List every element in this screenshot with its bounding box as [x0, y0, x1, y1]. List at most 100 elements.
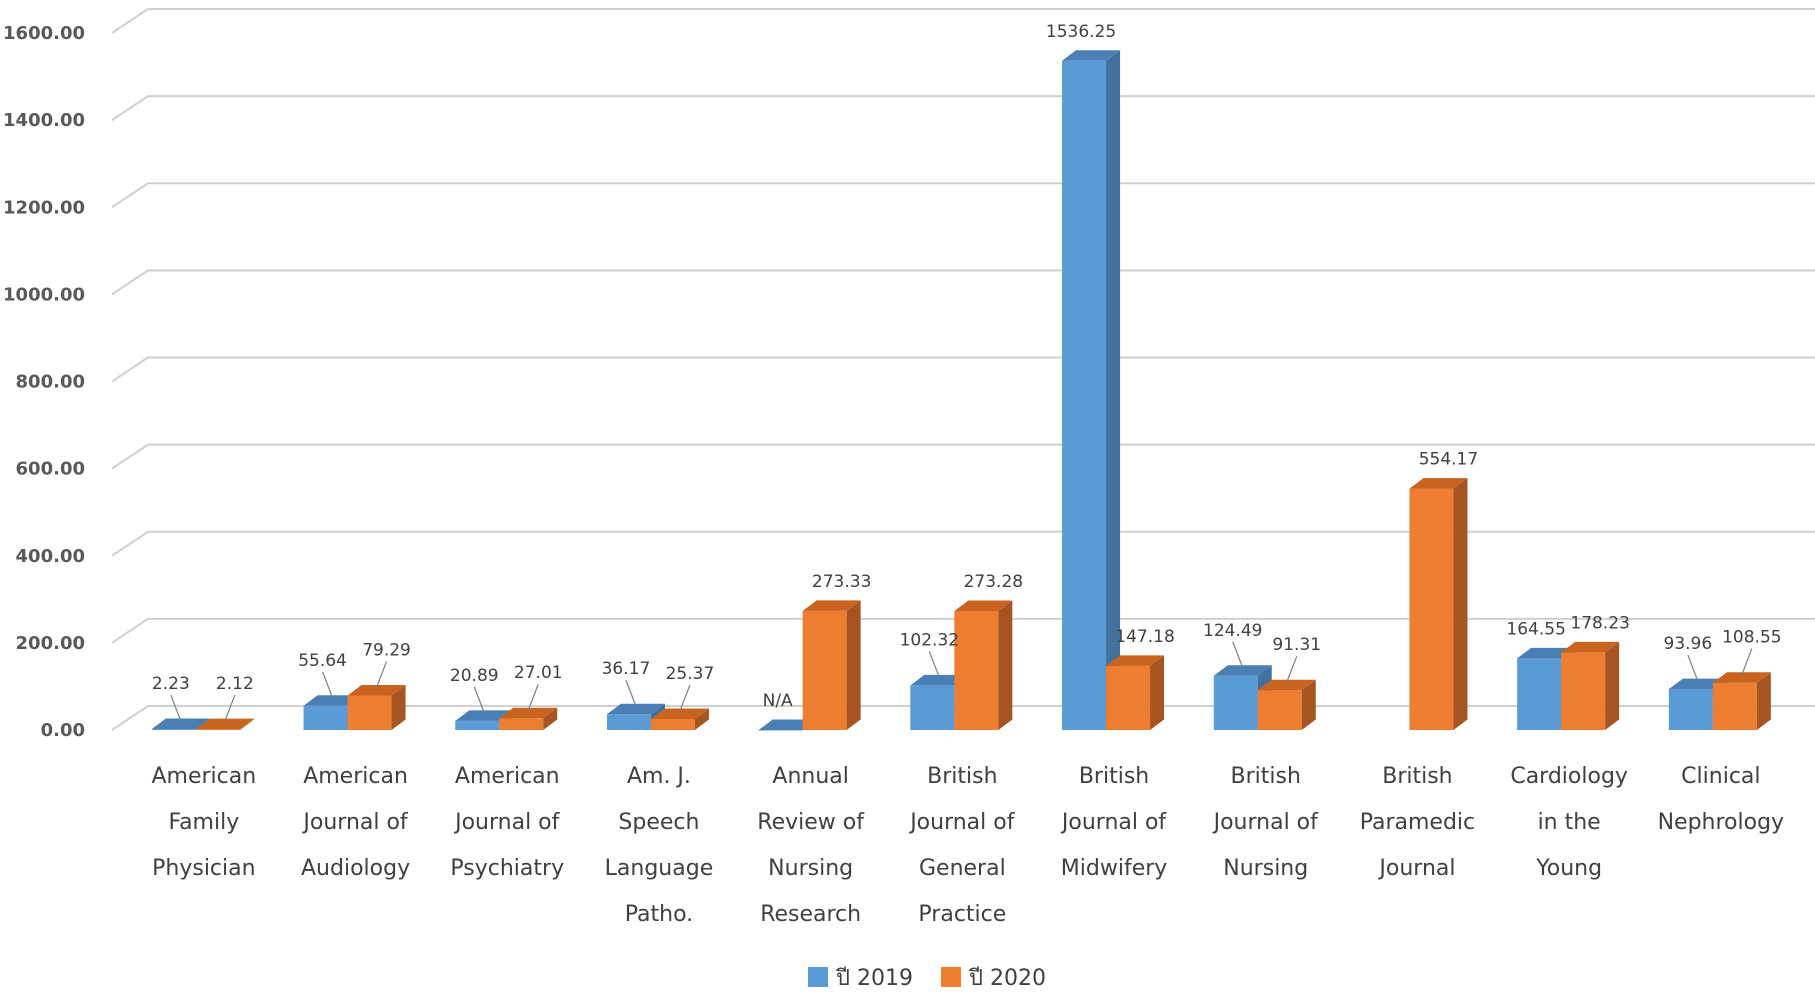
data-label: 164.55	[1506, 619, 1565, 639]
bar-side	[543, 707, 558, 730]
bar-2020	[954, 610, 999, 730]
leader-line	[321, 671, 334, 698]
bar-2020	[1712, 682, 1757, 730]
category-label: British Journal of Midwifery	[1060, 764, 1168, 881]
bar-top	[910, 674, 969, 686]
legend-swatch	[808, 967, 828, 987]
y-tick-label: 0.00	[41, 720, 85, 741]
bar-top	[1712, 672, 1771, 683]
bar-2020	[650, 718, 695, 730]
category-label: Annual Review of Nursing Research	[757, 764, 865, 927]
bar-2019	[1213, 675, 1258, 730]
bar-top	[1062, 50, 1121, 61]
bar-2020	[195, 729, 240, 730]
leader-line	[1687, 654, 1699, 682]
y-tick-label: 800.00	[16, 372, 85, 393]
y-tick-label: 1200.00	[3, 197, 85, 218]
bar-2020	[1106, 665, 1151, 730]
data-label: 79.29	[362, 640, 411, 660]
category-label: Clinical Nephrology	[1658, 764, 1784, 835]
bar-side	[1150, 655, 1165, 730]
bar-top	[151, 718, 210, 730]
bar-2020	[499, 718, 544, 730]
legend: ปี 2019 ปี 2020	[808, 966, 1046, 991]
bar-2020	[347, 695, 392, 730]
category-label: American Family Physician	[151, 764, 256, 881]
bar-2019	[1668, 689, 1713, 730]
bar-side	[846, 600, 861, 730]
category-label: British Journal of Nursing	[1212, 764, 1320, 881]
y-axis-ticks: 0.00 200.00 400.00 600.00 800.00 1000.00 1200.…	[3, 23, 85, 741]
bar-side	[391, 684, 406, 730]
bar-top	[758, 719, 817, 730]
data-label: 102.32	[900, 630, 959, 650]
bar-side	[1605, 641, 1620, 730]
gridline	[111, 182, 1815, 209]
data-label: 55.64	[298, 651, 347, 671]
data-label: 124.49	[1203, 621, 1262, 641]
data-label: 273.28	[964, 572, 1023, 592]
category-label: Cardiology in the Young	[1510, 764, 1628, 881]
bar-2020	[802, 610, 847, 730]
bar-2019	[303, 705, 348, 730]
leader-line	[679, 684, 691, 712]
bar-top	[303, 695, 362, 706]
category-label: Am. J. Speech Language Patho.	[605, 764, 714, 927]
bar-2020	[1561, 652, 1606, 730]
data-label: 554.17	[1419, 450, 1478, 470]
data-label: 2.23	[152, 674, 190, 694]
bar-top	[1517, 647, 1576, 659]
leader-line	[1232, 641, 1244, 668]
data-label: 1536.25	[1046, 22, 1116, 42]
data-labels: 2.23 2.12 55.64 79.29 20.89 27.01 36.17 25.37 N/…	[152, 22, 1782, 722]
gridline	[111, 617, 1815, 644]
bar-top	[195, 718, 254, 730]
bar-top	[1668, 678, 1727, 690]
bar-side	[694, 708, 709, 730]
y-tick-label: 600.00	[16, 459, 85, 480]
bar-2020	[1409, 488, 1454, 730]
category-label: American Journal of Audiology	[301, 764, 410, 881]
y-tick-label: 200.00	[16, 633, 85, 654]
data-label: 20.89	[450, 666, 499, 686]
grid	[111, 8, 1815, 731]
bar-top	[606, 703, 665, 715]
data-label: 147.18	[1115, 627, 1174, 647]
bar-side	[998, 600, 1013, 730]
bar-top	[499, 707, 558, 719]
leader-line	[473, 686, 485, 714]
leader-line	[224, 694, 236, 722]
bars	[151, 50, 1771, 731]
bar-2019	[1062, 60, 1107, 730]
bar-2019	[1517, 658, 1562, 730]
data-label: N/A	[763, 691, 793, 711]
bar-top	[1106, 655, 1165, 666]
data-label: 273.33	[812, 572, 871, 592]
y-tick-label: 1000.00	[3, 284, 85, 305]
bar-2019	[606, 714, 651, 730]
y-tick-label: 1600.00	[3, 23, 85, 44]
data-label: 178.23	[1570, 613, 1629, 633]
bar-top	[954, 600, 1013, 611]
gridline	[111, 530, 1815, 557]
data-label: 27.01	[514, 663, 563, 683]
gridline	[111, 356, 1815, 383]
gridline	[111, 8, 1815, 34]
legend-label: ปี 2020	[968, 966, 1046, 991]
gridline	[111, 443, 1815, 470]
data-label: 25.37	[666, 664, 715, 684]
leader-line	[625, 680, 637, 707]
x-axis-categories: American Family Physician American Journal o…	[151, 764, 1784, 927]
gridline	[111, 95, 1815, 121]
leader-line	[1741, 648, 1753, 675]
gridline	[111, 269, 1815, 296]
bar-top	[650, 708, 709, 719]
bar-2019	[151, 729, 196, 730]
bar-side	[1301, 679, 1316, 730]
category-label: American Journal of Psychiatry	[450, 764, 564, 881]
bar-2019	[455, 720, 500, 730]
bar-top	[1409, 478, 1468, 489]
category-label: British Paramedic Journal	[1360, 764, 1475, 881]
bar-side	[1453, 478, 1468, 730]
